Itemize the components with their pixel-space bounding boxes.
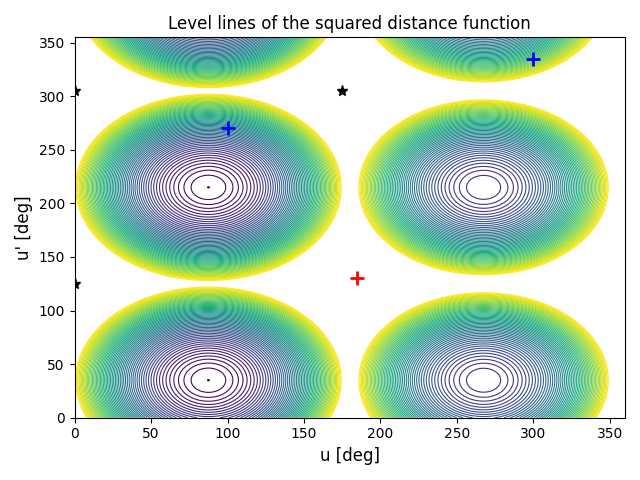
Y-axis label: u' [deg]: u' [deg] (15, 195, 33, 260)
X-axis label: u [deg]: u [deg] (320, 447, 380, 465)
Title: Level lines of the squared distance function: Level lines of the squared distance func… (168, 15, 531, 33)
